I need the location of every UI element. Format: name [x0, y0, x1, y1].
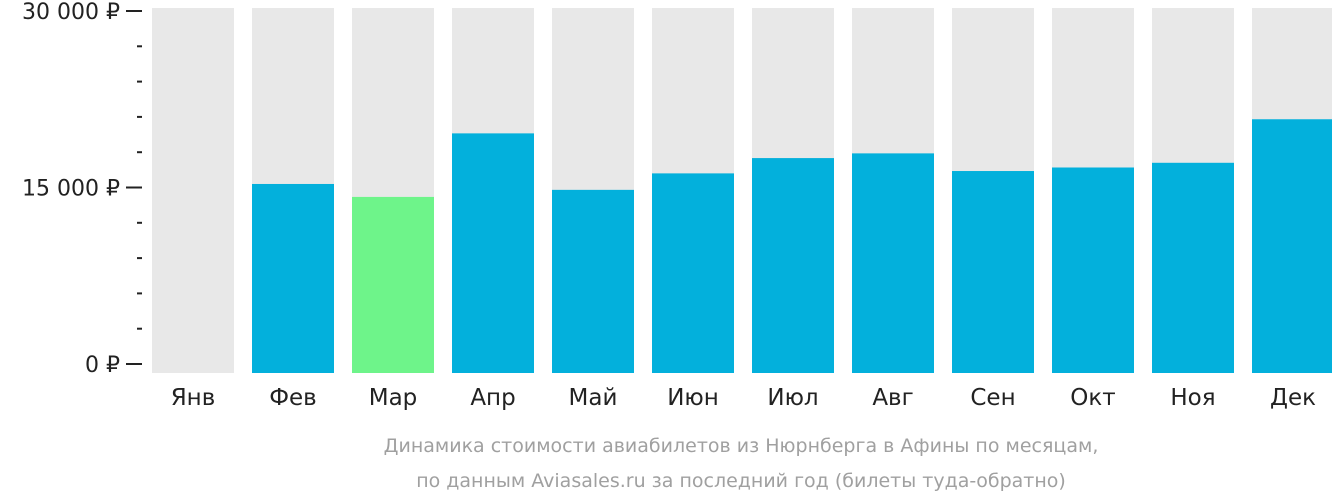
bar-6[interactable] — [652, 173, 734, 373]
chart-caption-line2: по данным Aviasales.ru за последний год … — [416, 470, 1066, 492]
x-tick-label: Мар — [369, 385, 418, 411]
bar-12[interactable] — [1252, 119, 1332, 374]
x-axis-labels: Янв Фев Мар Апр Май Июн Июл Авг Сен Окт Ноя Дек — [171, 385, 1316, 411]
bar-background — [152, 8, 234, 373]
bar-8[interactable] — [852, 153, 934, 373]
y-tick-label: 30 000 ₽ — [22, 0, 120, 25]
chart-caption-line1: Динамика стоимости авиабилетов из Нюрнбе… — [384, 435, 1099, 457]
x-tick-label: Авг — [872, 385, 913, 411]
y-tick-label: 0 ₽ — [85, 353, 120, 378]
bar-5[interactable] — [552, 189, 634, 373]
bars — [152, 8, 1332, 374]
bar-11[interactable] — [1152, 162, 1234, 373]
x-tick-label: Янв — [171, 385, 216, 411]
x-tick-label: Май — [569, 385, 618, 411]
bar-10[interactable] — [1052, 167, 1134, 373]
x-tick-label: Окт — [1070, 385, 1115, 411]
x-tick-label: Июн — [667, 385, 719, 411]
bar-3[interactable] — [352, 196, 434, 373]
y-axis: 0 ₽ 15 000 ₽ 30 000 ₽ — [22, 0, 142, 378]
x-tick-label: Фев — [269, 385, 317, 411]
bar-4[interactable] — [452, 133, 534, 373]
x-tick-label: Ноя — [1170, 385, 1215, 411]
x-tick-label: Сен — [970, 385, 1015, 411]
x-tick-label: Апр — [470, 385, 515, 411]
bar-2[interactable] — [252, 183, 334, 373]
bar-7[interactable] — [752, 158, 834, 373]
x-tick-label: Июл — [767, 385, 818, 411]
bar-9[interactable] — [952, 171, 1034, 373]
x-tick-label: Дек — [1270, 385, 1316, 411]
y-tick-label: 15 000 ₽ — [22, 177, 120, 202]
